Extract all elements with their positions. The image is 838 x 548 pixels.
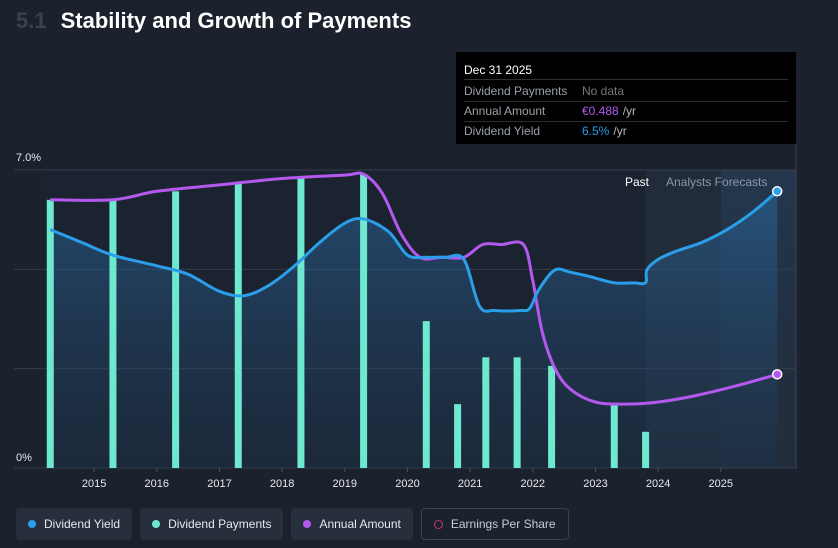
dividend-payment-bar <box>172 191 180 469</box>
yield-end-marker <box>771 186 783 197</box>
legend: Dividend Yield Dividend Payments Annual … <box>16 508 569 540</box>
page-title: Stability and Growth of Payments <box>60 8 412 33</box>
dividend-payment-bar <box>234 182 242 468</box>
amount-end-marker <box>771 369 783 380</box>
x-tick-label: 2023 <box>583 478 607 490</box>
tooltip-row-yield: Dividend Yield 6.5% /yr <box>464 122 788 141</box>
dividend-payment-bar <box>482 357 490 468</box>
past-label: Past <box>625 175 650 189</box>
x-tick-label: 2016 <box>145 478 169 490</box>
tooltip-label: Annual Amount <box>464 104 546 118</box>
title-row: 5.1 Stability and Growth of Payments <box>16 8 411 38</box>
dividend-payment-bar <box>610 404 618 468</box>
forecast-label: Analysts Forecasts <box>666 175 767 189</box>
dividend-payment-bar <box>642 431 650 468</box>
dividend-payment-bar <box>46 199 54 469</box>
legend-label: Annual Amount <box>319 517 401 531</box>
legend-dot-icon <box>28 520 36 528</box>
annual-amount-line <box>50 171 778 406</box>
x-tick-label: 2018 <box>270 478 294 490</box>
yield-area-fill <box>50 191 778 469</box>
dividend-payment-bar <box>454 404 462 468</box>
x-tick-label: 2015 <box>82 478 106 490</box>
dividend-payment-bar <box>513 357 521 468</box>
dividend-payment-bar <box>297 177 305 469</box>
legend-label: Dividend Yield <box>44 517 121 531</box>
axis-ticks: 7.0% 0% 2015 2016 2017 2018 2019 2020 2021 2022 20… <box>16 152 733 490</box>
legend-item-dividend-yield[interactable]: Dividend Yield <box>16 508 133 540</box>
y-tick-label: 0% <box>16 452 32 464</box>
legend-item-annual-amount[interactable]: Annual Amount <box>291 508 413 540</box>
x-tick-label: 2022 <box>521 478 545 490</box>
x-tick-label: 2020 <box>395 478 419 490</box>
tooltip-value: 6.5% <box>582 124 610 138</box>
x-tick-label: 2025 <box>709 478 733 490</box>
yield-area <box>50 191 778 469</box>
tooltip-label: Dividend Yield <box>464 124 541 138</box>
payments-chart[interactable]: 7.0% 0% 2015 2016 2017 2018 2019 2020 2021 2022 20… <box>0 0 838 500</box>
legend-item-earnings-per-share[interactable]: Earnings Per Share <box>420 508 569 540</box>
tooltip-date: Dec 31 2025 <box>464 61 788 80</box>
dividend-payment-bar <box>422 321 430 468</box>
tooltip-row-payments: Dividend Payments No data <box>464 82 788 102</box>
dividend-payment-bar <box>360 174 368 468</box>
dividend-yield-line <box>49 190 779 313</box>
tooltip-label: Dividend Payments <box>464 84 568 98</box>
x-tick-label: 2017 <box>207 478 231 490</box>
tooltip-value: €0.488 <box>582 104 619 118</box>
tooltip: Dec 31 2025 Dividend Payments No data An… <box>456 52 796 144</box>
legend-dot-icon <box>152 520 161 528</box>
series-lines <box>49 144 797 468</box>
y-tick-label: 7.0% <box>16 152 41 164</box>
dividend-payment-bar <box>109 199 117 469</box>
tooltip-unit: /yr <box>622 104 637 118</box>
x-tick-label: 2021 <box>458 478 482 490</box>
legend-dot-icon <box>303 520 312 528</box>
dividend-payment-bar <box>548 365 556 468</box>
tooltip-unit: /yr <box>613 124 627 138</box>
x-tick-label: 2024 <box>646 478 670 490</box>
tooltip-value: No data <box>582 84 625 98</box>
x-tick-label: 2019 <box>333 478 357 490</box>
legend-label: Earnings Per Share <box>450 517 556 531</box>
tooltip-row-amount: Annual Amount €0.488 /yr <box>464 102 788 122</box>
section-number: 5.1 <box>16 8 47 33</box>
legend-label: Dividend Payments <box>168 517 272 531</box>
legend-item-dividend-payments[interactable]: Dividend Payments <box>140 508 284 540</box>
dividend-payment-bars <box>46 174 650 469</box>
legend-dot-icon <box>433 519 443 529</box>
